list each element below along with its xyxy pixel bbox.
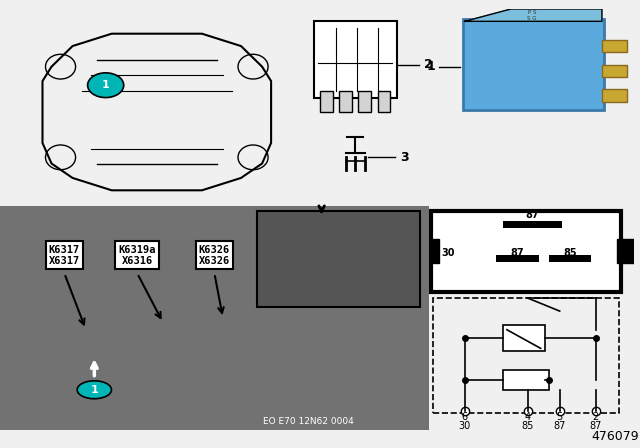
Bar bbox=[602, 65, 627, 77]
Text: 1: 1 bbox=[90, 385, 98, 395]
FancyBboxPatch shape bbox=[617, 239, 636, 263]
Circle shape bbox=[77, 381, 111, 399]
Text: 4: 4 bbox=[525, 412, 531, 422]
Text: K6319a
X6316: K6319a X6316 bbox=[118, 245, 156, 266]
Text: 30: 30 bbox=[458, 421, 471, 431]
Bar bbox=[549, 255, 591, 262]
Text: P S
S G: P S S G bbox=[527, 10, 537, 21]
Polygon shape bbox=[465, 9, 602, 22]
Text: 2: 2 bbox=[593, 412, 598, 422]
Circle shape bbox=[88, 73, 124, 98]
Text: 1: 1 bbox=[102, 80, 109, 90]
Bar bbox=[378, 91, 390, 112]
Bar bbox=[602, 40, 627, 52]
Text: 87: 87 bbox=[589, 421, 602, 431]
Bar bbox=[339, 91, 352, 112]
FancyBboxPatch shape bbox=[463, 19, 604, 110]
Text: 1: 1 bbox=[426, 60, 435, 73]
Text: 87: 87 bbox=[554, 421, 566, 431]
Text: K6326
X6326: K6326 X6326 bbox=[199, 245, 230, 266]
Text: 3: 3 bbox=[400, 151, 408, 164]
Text: 87: 87 bbox=[525, 210, 539, 220]
Text: K6317
X6317: K6317 X6317 bbox=[49, 245, 80, 266]
FancyBboxPatch shape bbox=[314, 22, 397, 98]
Bar bbox=[602, 89, 627, 102]
Bar bbox=[502, 221, 562, 228]
Text: 5: 5 bbox=[557, 412, 563, 422]
Bar bbox=[358, 91, 371, 112]
Bar bbox=[502, 370, 549, 390]
FancyBboxPatch shape bbox=[431, 211, 621, 292]
Text: EO E70 12N62 0004: EO E70 12N62 0004 bbox=[264, 417, 354, 426]
Text: 85: 85 bbox=[522, 421, 534, 431]
Text: 30: 30 bbox=[441, 248, 454, 258]
Text: 6: 6 bbox=[461, 412, 468, 422]
Bar bbox=[497, 255, 539, 262]
Bar bbox=[433, 298, 619, 413]
Bar bbox=[502, 325, 545, 351]
Text: 476079: 476079 bbox=[591, 430, 639, 443]
Text: 87: 87 bbox=[511, 248, 524, 258]
Text: 2: 2 bbox=[424, 58, 433, 71]
Bar bbox=[320, 91, 333, 112]
Text: 85: 85 bbox=[563, 248, 577, 258]
FancyBboxPatch shape bbox=[420, 239, 439, 263]
Bar bbox=[257, 211, 420, 307]
